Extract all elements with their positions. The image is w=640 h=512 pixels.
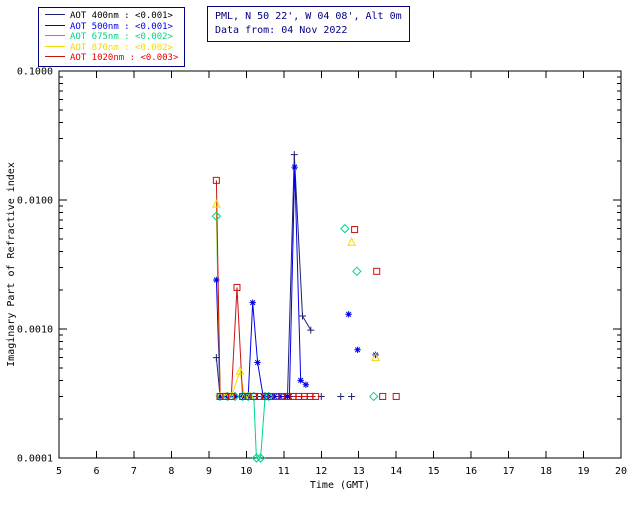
diamond-marker [340, 223, 350, 234]
legend-line-sample [45, 56, 65, 57]
triangle-marker [347, 237, 357, 246]
y-tick-label: 0.0010 [17, 325, 53, 336]
asterisk-marker [291, 163, 298, 171]
triangle-marker [211, 198, 221, 208]
x-tick-label: 5 [56, 466, 62, 477]
legend-item: AOT 400nm : <0.001> [45, 11, 178, 22]
x-tick-label: 9 [206, 466, 212, 477]
triangle-marker [371, 352, 381, 362]
diamond-marker [352, 266, 362, 277]
square-marker [312, 392, 320, 400]
station-info: PML, N 50 22', W 04 08', Alt 0m [215, 11, 402, 22]
asterisk-marker [354, 346, 361, 353]
asterisk-marker [231, 393, 239, 400]
station-info-box: PML, N 50 22', W 04 08', Alt 0m Data fro… [207, 6, 410, 42]
plus-marker [348, 392, 356, 400]
legend-line-sample [45, 24, 65, 26]
asterisk-marker [216, 393, 224, 400]
asterisk-marker [254, 359, 261, 366]
x-tick-label: 6 [93, 466, 99, 477]
diamond-marker [251, 453, 262, 463]
x-tick-label: 17 [503, 466, 515, 477]
legend-item: AOT 500nm : <0.001> [45, 22, 178, 33]
x-tick-label: 16 [465, 466, 477, 477]
legend-item-label: AOT 400nm : <0.001> [70, 11, 173, 21]
x-tick-label: 18 [540, 466, 552, 477]
x-tick-label: 20 [615, 466, 627, 477]
square-marker [392, 392, 400, 400]
asterisk-marker [372, 351, 379, 359]
triangle-marker [235, 366, 245, 375]
x-tick-label: 11 [278, 466, 290, 477]
series-line-AOT-675nm [215, 216, 269, 459]
legend: AOT 400nm : <0.001> AOT 500nm : <0.001> AO… [38, 7, 186, 67]
asterisk-marker [259, 393, 267, 400]
diamond-marker [369, 391, 379, 402]
plus-marker [212, 354, 220, 362]
x-tick-label: 8 [168, 466, 174, 477]
y-tick-label: 0.1000 [17, 67, 53, 78]
diamond-marker [264, 391, 274, 402]
y-axis-title: Imaginary Part of Refractive index [6, 162, 17, 367]
asterisk-marker [286, 393, 293, 400]
square-marker [351, 226, 359, 234]
legend-item-label: AOT 1020nm : <0.003> [70, 53, 179, 63]
square-marker [373, 267, 381, 275]
square-marker [233, 283, 241, 291]
legend-item: AOT 675nm : <0.002> [45, 32, 178, 43]
asterisk-marker [297, 377, 304, 384]
x-tick-label: 14 [390, 466, 402, 477]
legend-item: AOT 1020nm : <0.003> [45, 53, 178, 64]
x-tick-label: 15 [428, 466, 440, 477]
legend-item-label: AOT 500nm : <0.001> [70, 21, 173, 32]
x-tick-label: 10 [240, 466, 252, 477]
legend-line-sample [45, 14, 65, 15]
data-date: Data from: 04 Nov 2022 [215, 25, 348, 36]
legend-item-label: AOT 675nm : <0.002> [70, 32, 173, 42]
plus-marker [337, 392, 345, 400]
asterisk-marker [249, 299, 256, 306]
legend-item: AOT 870nm : <0.002> [45, 43, 178, 54]
series-line-AOT-500nm [215, 167, 307, 397]
plus-marker [307, 326, 315, 334]
series-line-AOT-400nm [215, 154, 312, 397]
plot-frame [58, 70, 622, 459]
diamond-marker [255, 453, 266, 463]
square-marker [379, 392, 387, 400]
legend-line-sample [45, 35, 65, 36]
square-marker [227, 392, 235, 400]
plus-marker [299, 312, 307, 320]
y-tick-label: 0.0001 [17, 454, 53, 465]
x-axis-title: Time (GMT) [310, 480, 370, 491]
asterisk-marker [282, 393, 289, 400]
diamond-marker [211, 211, 222, 221]
legend-line-sample [45, 45, 65, 47]
legend-item-label: AOT 870nm : <0.002> [70, 42, 173, 53]
asterisk-marker [271, 393, 278, 400]
asterisk-marker [302, 381, 310, 388]
x-tick-label: 7 [131, 466, 137, 477]
x-tick-label: 13 [353, 466, 365, 477]
asterisk-marker [213, 276, 220, 284]
asterisk-marker [345, 311, 352, 318]
y-tick-label: 0.0100 [17, 196, 53, 207]
asterisk-marker [276, 393, 284, 400]
plus-marker [290, 151, 298, 159]
x-tick-label: 12 [315, 466, 327, 477]
x-tick-label: 19 [578, 466, 590, 477]
square-marker [212, 176, 220, 184]
